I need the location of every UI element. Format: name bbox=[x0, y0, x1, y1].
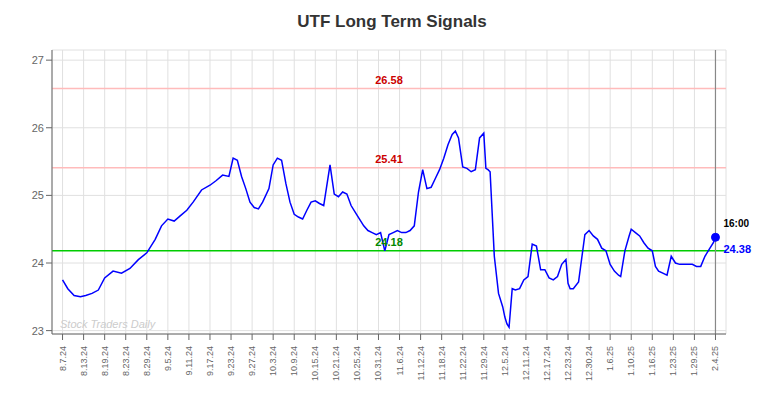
html-text:Stock Traders Daily: Stock Traders Daily bbox=[60, 318, 156, 330]
svg-text:8.13.24: 8.13.24 bbox=[79, 346, 89, 376]
svg-text:1.6.25: 1.6.25 bbox=[605, 346, 615, 371]
svg-text:10.21.24: 10.21.24 bbox=[331, 346, 341, 381]
svg-text:9.5.24: 9.5.24 bbox=[163, 346, 173, 371]
svg-text:9.17.24: 9.17.24 bbox=[205, 346, 215, 376]
svg-text:8.19.24: 8.19.24 bbox=[100, 346, 110, 376]
svg-text:1.23.25: 1.23.25 bbox=[668, 346, 678, 376]
svg-text:16:00: 16:00 bbox=[723, 218, 749, 229]
svg-text:1.10.25: 1.10.25 bbox=[626, 346, 636, 376]
svg-text:12.5.24: 12.5.24 bbox=[500, 346, 510, 376]
svg-text:8.29.24: 8.29.24 bbox=[142, 346, 152, 376]
svg-text:11.18.24: 11.18.24 bbox=[437, 346, 447, 380]
svg-text:26.58: 26.58 bbox=[375, 74, 403, 86]
svg-text:27: 27 bbox=[32, 54, 44, 66]
svg-text:25: 25 bbox=[32, 189, 44, 201]
svg-text:11.6.24: 11.6.24 bbox=[395, 346, 405, 375]
svg-text:11.12.24: 11.12.24 bbox=[416, 346, 426, 380]
svg-text:1.16.25: 1.16.25 bbox=[647, 346, 657, 376]
svg-text:10.31.24: 10.31.24 bbox=[373, 346, 383, 381]
svg-text:10.25.24: 10.25.24 bbox=[352, 346, 362, 381]
svg-text:9.23.24: 9.23.24 bbox=[226, 346, 236, 376]
html-text:UTF Long Term Signals: UTF Long Term Signals bbox=[297, 12, 487, 31]
svg-text:24.18: 24.18 bbox=[375, 236, 403, 248]
svg-text:10.3.24: 10.3.24 bbox=[268, 346, 278, 376]
svg-text:26: 26 bbox=[32, 122, 44, 134]
svg-text:9.27.24: 9.27.24 bbox=[247, 346, 257, 376]
svg-text:25.41: 25.41 bbox=[375, 153, 403, 165]
svg-text:23: 23 bbox=[32, 325, 44, 337]
svg-text:12.23.24: 12.23.24 bbox=[563, 346, 573, 381]
svg-text:10.9.24: 10.9.24 bbox=[289, 346, 299, 376]
svg-text:9.11.24: 9.11.24 bbox=[184, 346, 194, 375]
svg-text:10.15.24: 10.15.24 bbox=[310, 346, 320, 381]
svg-text:8.7.24: 8.7.24 bbox=[58, 346, 68, 371]
svg-text:12.30.24: 12.30.24 bbox=[584, 346, 594, 381]
svg-text:8.23.24: 8.23.24 bbox=[121, 346, 131, 376]
svg-text:1.29.25: 1.29.25 bbox=[689, 346, 699, 376]
svg-text:12.11.24: 12.11.24 bbox=[521, 346, 531, 380]
svg-text:24: 24 bbox=[32, 257, 44, 269]
svg-text:24.38: 24.38 bbox=[723, 243, 751, 255]
svg-text:12.17.24: 12.17.24 bbox=[542, 346, 552, 381]
svg-text:11.29.24: 11.29.24 bbox=[479, 346, 489, 380]
svg-text:11.22.24: 11.22.24 bbox=[458, 346, 468, 380]
svg-text:2.4.25: 2.4.25 bbox=[710, 346, 720, 371]
